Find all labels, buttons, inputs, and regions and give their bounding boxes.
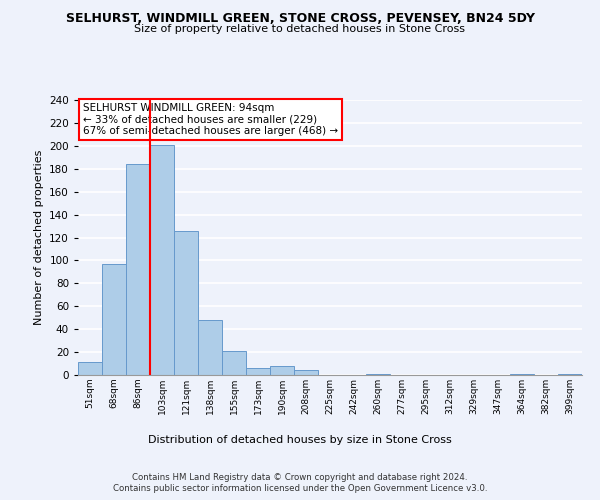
Bar	[126, 164, 150, 375]
Bar	[558, 374, 582, 375]
Bar	[222, 351, 246, 375]
Bar	[294, 370, 318, 375]
Bar	[174, 230, 198, 375]
Bar	[246, 368, 270, 375]
Bar	[102, 264, 126, 375]
Text: Contains public sector information licensed under the Open Government Licence v3: Contains public sector information licen…	[113, 484, 487, 493]
Bar	[366, 374, 390, 375]
Text: Size of property relative to detached houses in Stone Cross: Size of property relative to detached ho…	[134, 24, 466, 34]
Bar	[510, 374, 534, 375]
Text: Contains HM Land Registry data © Crown copyright and database right 2024.: Contains HM Land Registry data © Crown c…	[132, 472, 468, 482]
Bar	[150, 144, 174, 375]
Bar	[270, 366, 294, 375]
Text: SELHURST WINDMILL GREEN: 94sqm
← 33% of detached houses are smaller (229)
67% of: SELHURST WINDMILL GREEN: 94sqm ← 33% of …	[83, 103, 338, 136]
Text: SELHURST, WINDMILL GREEN, STONE CROSS, PEVENSEY, BN24 5DY: SELHURST, WINDMILL GREEN, STONE CROSS, P…	[65, 12, 535, 26]
Y-axis label: Number of detached properties: Number of detached properties	[34, 150, 44, 325]
Text: Distribution of detached houses by size in Stone Cross: Distribution of detached houses by size …	[148, 435, 452, 445]
Bar	[198, 320, 222, 375]
Bar	[78, 362, 102, 375]
